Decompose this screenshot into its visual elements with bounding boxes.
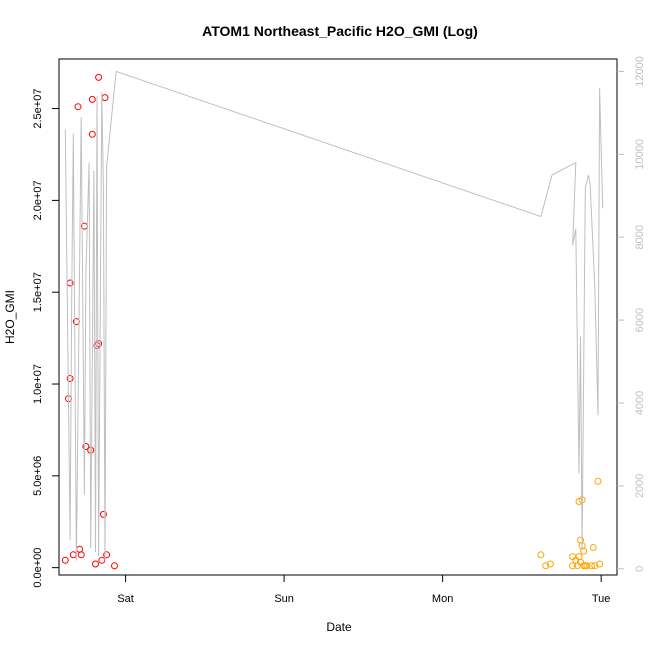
chart-title: ATOM1 Northeast_Pacific H2O_GMI (Log) <box>202 23 478 39</box>
y2-tick-label: 2000 <box>634 474 646 498</box>
data-point <box>591 562 599 570</box>
plot-frame <box>58 58 618 576</box>
data-point <box>101 94 109 102</box>
data-point <box>569 553 577 561</box>
x-tick-label: Tue <box>592 593 611 605</box>
data-point <box>98 556 106 564</box>
data-point <box>589 544 597 551</box>
data-point <box>594 477 602 485</box>
y2-tick-label: 10000 <box>634 139 646 170</box>
data-point <box>537 551 545 559</box>
data-point <box>583 562 591 570</box>
y-tick-label: 2.0e+07 <box>32 180 44 220</box>
y2-axis: 0 2000 4000 6000 8000 10000 12000 <box>617 56 646 572</box>
data-point <box>88 95 96 103</box>
y-tick-label: 1.0e+07 <box>32 364 44 404</box>
series-line <box>64 70 604 561</box>
data-point <box>95 340 103 348</box>
y2-tick-label: 6000 <box>634 308 646 332</box>
data-point <box>69 551 77 559</box>
y2-tick-label: 8000 <box>634 225 646 249</box>
x-axis: Sat Sun Mon Tue <box>117 575 610 605</box>
y-tick-label: 5.0e+06 <box>32 456 44 496</box>
y-tick-label: 0.0e+00 <box>32 548 44 588</box>
y-axis: 0.0e+00 5.0e+06 1.0e+07 1.5e+07 2.0e+07 2.5e+… <box>32 89 59 588</box>
y-tick-label: 2.5e+07 <box>32 89 44 129</box>
data-point <box>99 510 107 518</box>
data-point <box>580 547 588 555</box>
data-point <box>61 556 69 564</box>
data-point <box>88 130 96 138</box>
y2-tick-label: 0 <box>634 566 646 572</box>
data-point <box>588 562 596 570</box>
x-axis-label: Date <box>326 620 352 634</box>
x-tick-label: Mon <box>432 593 453 605</box>
data-point <box>546 560 554 568</box>
y-tick-label: 1.5e+07 <box>32 272 44 312</box>
data-point <box>103 551 111 559</box>
data-point <box>82 443 90 450</box>
series-layer <box>61 70 604 570</box>
x-tick-label: Sat <box>117 593 134 605</box>
data-point <box>596 560 604 568</box>
y-axis-label: H2O_GMI <box>3 290 17 344</box>
x-tick-label: Sun <box>274 593 294 605</box>
y2-tick-label: 4000 <box>634 391 646 415</box>
data-point <box>111 562 118 570</box>
data-point <box>542 562 550 570</box>
y2-tick-label: 12000 <box>634 56 646 87</box>
data-point <box>74 103 82 111</box>
data-point <box>77 551 85 559</box>
data-point <box>66 375 74 382</box>
data-point <box>92 560 99 568</box>
data-point <box>569 562 577 570</box>
data-point <box>95 73 103 81</box>
